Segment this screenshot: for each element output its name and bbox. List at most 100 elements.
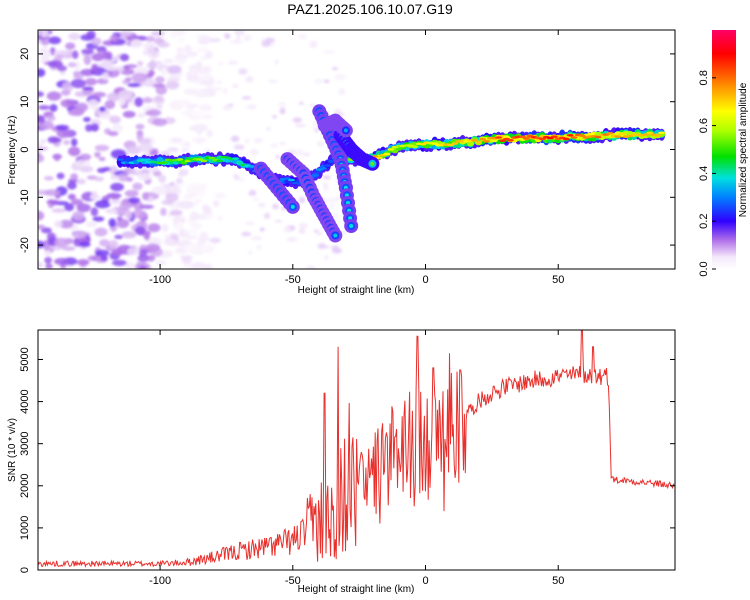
- noise-blob: [230, 40, 239, 44]
- noise-blob: [294, 149, 304, 156]
- noise-blob: [241, 231, 252, 237]
- ridge-cell: [495, 136, 502, 139]
- noise-blob: [261, 40, 272, 47]
- noise-blob: [76, 178, 86, 185]
- ridge-cell: [606, 132, 614, 135]
- noise-blob: [270, 41, 275, 48]
- noise-blob: [56, 172, 65, 180]
- branch-cell: [333, 233, 338, 238]
- noise-blob: [109, 115, 121, 124]
- noise-blob: [298, 33, 307, 40]
- noise-blob: [298, 228, 306, 235]
- noise-blob: [73, 71, 81, 76]
- ridge-cell: [658, 131, 666, 135]
- noise-blob: [38, 91, 44, 97]
- noise-blob: [46, 199, 60, 204]
- noise-blob: [272, 203, 279, 210]
- ridge-cell: [451, 142, 459, 145]
- noise-blobs: [38, 30, 349, 269]
- noise-blob: [176, 47, 184, 55]
- noise-blob: [163, 234, 172, 239]
- noise-blob: [126, 247, 140, 256]
- noise-blob: [60, 89, 71, 96]
- noise-blob: [306, 265, 316, 269]
- noise-blob: [197, 39, 210, 45]
- noise-blob: [322, 185, 329, 192]
- noise-blob: [116, 218, 130, 229]
- noise-blob: [92, 91, 106, 98]
- ridge-cell: [594, 135, 602, 139]
- noise-blob: [40, 138, 47, 144]
- ridge-cell: [570, 136, 578, 139]
- noise-blob: [233, 173, 239, 179]
- ridge-cell: [467, 141, 475, 147]
- noise-blob: [71, 198, 83, 206]
- noise-blob: [90, 123, 99, 132]
- noise-blob: [126, 145, 141, 155]
- noise-blob: [101, 59, 113, 68]
- noise-blob: [125, 77, 132, 82]
- noise-blob: [275, 154, 280, 160]
- noise-blob: [92, 216, 105, 222]
- y-tick-label: 3000: [19, 431, 31, 455]
- noise-blob: [158, 174, 167, 183]
- noise-blob: [163, 58, 175, 64]
- noise-blob: [190, 185, 202, 192]
- y-tick-label: 10: [19, 96, 31, 108]
- noise-blob: [238, 68, 248, 75]
- noise-blob: [223, 87, 228, 94]
- noise-blob: [75, 159, 91, 167]
- noise-blob: [79, 165, 94, 173]
- noise-blob: [152, 118, 168, 127]
- noise-blob: [128, 197, 141, 204]
- noise-blob: [94, 151, 101, 158]
- noise-blob: [68, 32, 81, 41]
- noise-blob: [189, 69, 200, 75]
- noise-blob: [191, 222, 203, 230]
- noise-blob: [163, 238, 176, 246]
- noise-blob: [233, 144, 245, 150]
- noise-blob: [192, 262, 206, 269]
- noise-blob: [76, 203, 91, 213]
- noise-blob: [99, 106, 106, 112]
- noise-blob: [131, 209, 147, 219]
- noise-blob: [71, 230, 87, 239]
- noise-blob: [334, 73, 347, 81]
- noise-blob: [270, 143, 278, 148]
- noise-blob: [134, 97, 144, 107]
- x-tick-label: 50: [552, 575, 564, 587]
- noise-blob: [38, 105, 50, 110]
- noise-blob: [135, 123, 145, 130]
- y-tick-label: 0: [19, 146, 31, 152]
- noise-blob: [184, 243, 201, 254]
- noise-blob: [182, 231, 190, 239]
- noise-blob: [199, 104, 213, 112]
- noise-blob: [137, 112, 146, 118]
- noise-blob: [45, 263, 53, 269]
- ridge-cell: [479, 137, 487, 141]
- noise-blob: [189, 211, 200, 222]
- noise-blob: [70, 173, 79, 181]
- noise-blob: [165, 192, 179, 202]
- noise-blob: [259, 227, 265, 232]
- ridge-cell: [387, 148, 395, 151]
- noise-blob: [108, 239, 119, 250]
- ridge-cell: [411, 145, 419, 148]
- noise-blob: [227, 60, 239, 65]
- noise-blob: [131, 72, 147, 83]
- noise-blob: [38, 224, 46, 230]
- noise-blob: [126, 177, 133, 182]
- noise-blob: [141, 97, 154, 103]
- noise-blob: [108, 199, 123, 205]
- noise-blob: [295, 124, 307, 128]
- noise-blob: [194, 88, 211, 97]
- noise-blob: [169, 209, 183, 216]
- noise-blob: [190, 111, 205, 119]
- noise-blob: [250, 236, 262, 241]
- ridge-cell: [176, 158, 184, 161]
- ridge-cell: [654, 134, 662, 137]
- noise-blob: [54, 237, 69, 248]
- noise-blob: [54, 153, 61, 162]
